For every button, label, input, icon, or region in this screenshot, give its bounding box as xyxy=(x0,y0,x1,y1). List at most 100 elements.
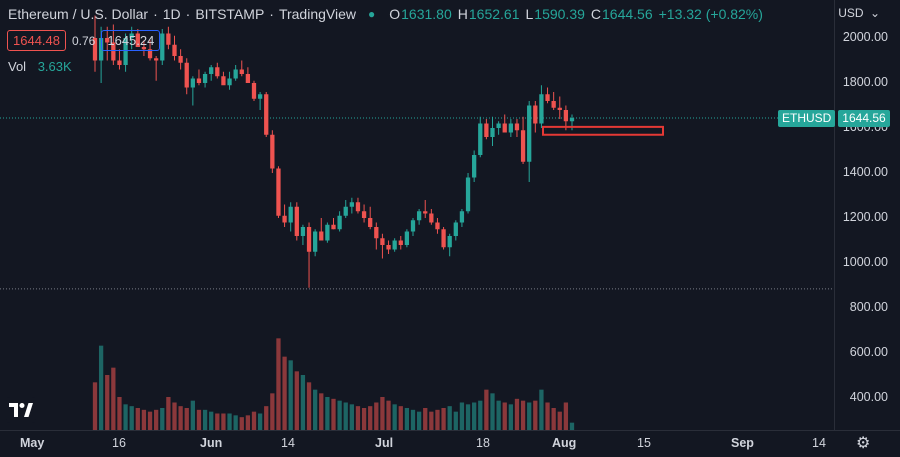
open-label: O xyxy=(389,6,401,22)
buy-button[interactable]: 1645.24 xyxy=(101,30,161,51)
candle-body xyxy=(117,60,122,65)
volume-bar xyxy=(288,360,293,430)
volume-bar xyxy=(257,413,263,430)
volume-bar xyxy=(392,404,397,430)
volume-bar xyxy=(123,404,128,430)
legend-separator: · xyxy=(185,6,191,22)
candle-body xyxy=(404,231,410,245)
volume-bar xyxy=(276,338,281,430)
candle-body xyxy=(361,211,367,218)
price-axis-border xyxy=(834,0,835,430)
volume-bar xyxy=(337,400,342,430)
candle-body xyxy=(141,47,147,50)
time-tick-label: Aug xyxy=(552,436,577,450)
volume-bar xyxy=(325,397,330,430)
price-tick-label: 1200.00 xyxy=(842,210,888,224)
volume-legend: Vol 3.63K xyxy=(8,59,72,74)
volume-bar xyxy=(441,408,446,430)
candle-body xyxy=(135,33,140,47)
candle-body xyxy=(160,33,165,61)
candle-body xyxy=(270,134,275,169)
gear-icon[interactable]: ⚙ xyxy=(856,435,871,452)
volume-bar xyxy=(490,393,495,430)
volume-bar xyxy=(374,402,379,430)
volume-bar xyxy=(172,402,177,430)
candle-body xyxy=(245,74,251,83)
volume-bar xyxy=(472,402,477,430)
volume-bar xyxy=(313,389,318,430)
volume-bar xyxy=(209,411,214,430)
legend-separator: · xyxy=(153,6,158,22)
candle-body xyxy=(514,123,520,131)
currency-selector[interactable]: USD ⌄ xyxy=(838,6,880,20)
candle-body xyxy=(478,123,483,155)
candle-body xyxy=(215,67,220,77)
volume-bar xyxy=(502,402,507,430)
volume-bar xyxy=(196,409,202,430)
volume-bar xyxy=(539,389,544,430)
candle-body xyxy=(92,38,98,61)
market-status-icon[interactable]: ● xyxy=(368,7,376,21)
volume-bar xyxy=(190,400,195,430)
sell-button[interactable]: 1644.48 xyxy=(7,30,66,51)
time-tick-label: Sep xyxy=(731,436,754,450)
candle-body xyxy=(355,202,361,212)
price-tick-label: 1000.00 xyxy=(842,255,888,269)
candle-body xyxy=(453,222,458,236)
candlestick-chart[interactable] xyxy=(0,0,834,430)
volume-bar xyxy=(453,411,458,430)
candle-body xyxy=(294,206,299,236)
candle-body xyxy=(306,227,312,252)
volume-value: 3.63K xyxy=(37,59,72,74)
symbol-title[interactable]: Ethereum / U.S. Dollar xyxy=(8,6,149,22)
volume-bar xyxy=(435,409,440,430)
volume-bar xyxy=(355,406,361,430)
candle-body xyxy=(545,94,550,101)
candle-body xyxy=(331,224,336,230)
time-tick-label: 16 xyxy=(112,436,126,450)
chart-area[interactable] xyxy=(0,0,834,430)
candle-body xyxy=(154,58,159,61)
volume-bar xyxy=(386,400,391,430)
candle-body xyxy=(105,38,110,43)
low-label: L xyxy=(525,6,534,22)
volume-bar xyxy=(294,371,299,430)
volume-bar xyxy=(282,356,287,430)
candle-body xyxy=(557,107,562,110)
volume-bar xyxy=(569,422,575,430)
candle-body xyxy=(527,105,532,162)
candle-body xyxy=(98,38,104,61)
volume-bar xyxy=(135,408,140,430)
candle-body xyxy=(209,67,214,74)
volume-bar xyxy=(545,402,550,430)
time-tick-label: Jun xyxy=(200,436,223,450)
candle-body xyxy=(227,78,232,86)
candle-body xyxy=(313,231,318,252)
candle-body xyxy=(288,206,293,223)
chevron-down-icon: ⌄ xyxy=(869,6,880,20)
volume-bar xyxy=(221,413,226,430)
candle-body xyxy=(386,245,391,250)
volume-bar xyxy=(484,389,489,430)
tradingview-logo[interactable] xyxy=(6,397,36,423)
zone-rectangle xyxy=(542,125,664,136)
candle-body xyxy=(441,229,446,248)
trade-panel: 1644.48 0.76 1645.24 xyxy=(7,30,161,51)
time-tick-label: 15 xyxy=(637,436,651,450)
volume-bar xyxy=(423,408,428,430)
price-tick-label: 800.00 xyxy=(849,300,888,314)
volume-bar xyxy=(331,398,336,430)
volume-bar xyxy=(557,411,562,430)
volume-bar xyxy=(154,409,159,430)
time-tick-label: 18 xyxy=(476,436,490,450)
tradingview-logo-icon xyxy=(9,403,33,417)
candle-body xyxy=(569,117,575,122)
interval-label[interactable]: 1D xyxy=(162,6,181,22)
volume-bar xyxy=(92,382,98,430)
candle-body xyxy=(368,218,373,227)
candle-body xyxy=(184,62,189,88)
volume-bar xyxy=(410,409,416,430)
candle-body xyxy=(202,74,208,83)
volume-bar xyxy=(202,409,208,430)
price-tick-label: 1400.00 xyxy=(842,165,888,179)
